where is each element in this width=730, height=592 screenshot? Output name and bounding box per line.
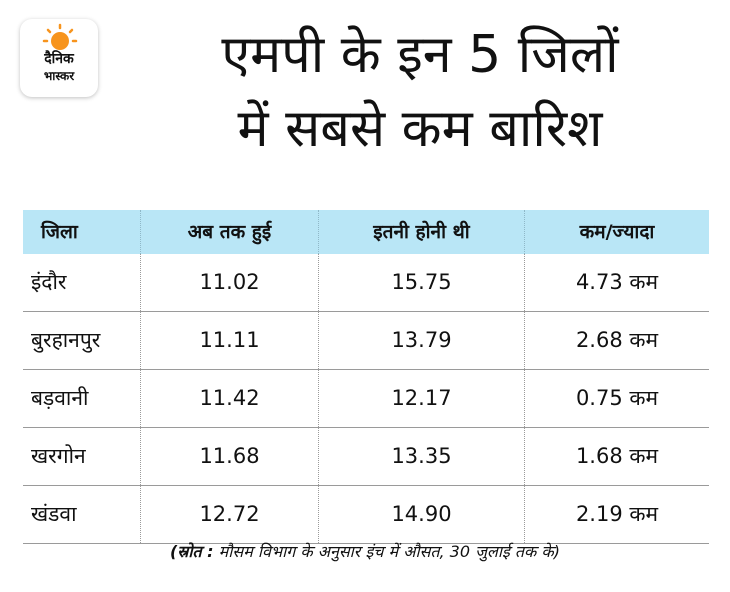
sun-icon <box>42 23 78 50</box>
cell-district: बुरहानपुर <box>23 312 141 369</box>
cell-received: 11.42 <box>141 370 319 427</box>
page-title: एमपी के इन 5 जिलों में सबसे कम बारिश <box>120 18 720 166</box>
cell-received: 12.72 <box>141 486 319 543</box>
cell-district: इंदौर <box>23 254 141 311</box>
cell-expected: 12.17 <box>319 370 525 427</box>
header-received: अब तक हुई <box>141 210 319 254</box>
cell-expected: 15.75 <box>319 254 525 311</box>
dainik-bhaskar-logo: दैनिक भास्कर <box>20 19 98 97</box>
cell-difference: 1.68 कम <box>575 444 659 468</box>
table-row: खंडवा 12.72 14.90 2.19 कम <box>23 486 709 544</box>
source-text: मौसम विभाग के अनुसार इंच में औसत, 30 जुल… <box>213 542 560 561</box>
table-row: बुरहानपुर 11.11 13.79 2.68 कम <box>23 312 709 370</box>
table-row: बड़वानी 11.42 12.17 0.75 कम <box>23 370 709 428</box>
header-district: जिला <box>23 210 141 254</box>
title-line-1: एमपी के इन 5 जिलों <box>221 25 619 85</box>
source-note: (स्रोत : मौसम विभाग के अनुसार इंच में औस… <box>0 540 730 562</box>
logo-text-dainik: दैनिक <box>44 51 74 67</box>
cell-difference: 2.68 कम <box>575 328 659 352</box>
table-row: इंदौर 11.02 15.75 4.73 कम <box>23 254 709 312</box>
table-header: जिला अब तक हुई इतनी होनी थी कम/ज्यादा <box>23 210 709 254</box>
cell-received: 11.68 <box>141 428 319 485</box>
cell-expected: 13.35 <box>319 428 525 485</box>
table-row: खरगोन 11.68 13.35 1.68 कम <box>23 428 709 486</box>
cell-received: 11.02 <box>141 254 319 311</box>
rainfall-table: जिला अब तक हुई इतनी होनी थी कम/ज्यादा इं… <box>23 210 709 544</box>
cell-expected: 14.90 <box>319 486 525 543</box>
cell-received: 11.11 <box>141 312 319 369</box>
cell-difference: 0.75 कम <box>575 386 659 410</box>
header-difference: कम/ज्यादा <box>579 221 655 243</box>
cell-expected: 13.79 <box>319 312 525 369</box>
cell-district: खंडवा <box>23 486 141 543</box>
header-expected: इतनी होनी थी <box>319 210 525 254</box>
cell-difference: 2.19 कम <box>575 502 659 526</box>
logo-text-bhaskar: भास्कर <box>43 69 75 83</box>
cell-district: खरगोन <box>23 428 141 485</box>
cell-district: बड़वानी <box>23 370 141 427</box>
cell-difference: 4.73 कम <box>575 270 659 294</box>
source-label: (स्रोत : <box>170 542 214 561</box>
title-line-2: में सबसे कम बारिश <box>237 99 603 159</box>
